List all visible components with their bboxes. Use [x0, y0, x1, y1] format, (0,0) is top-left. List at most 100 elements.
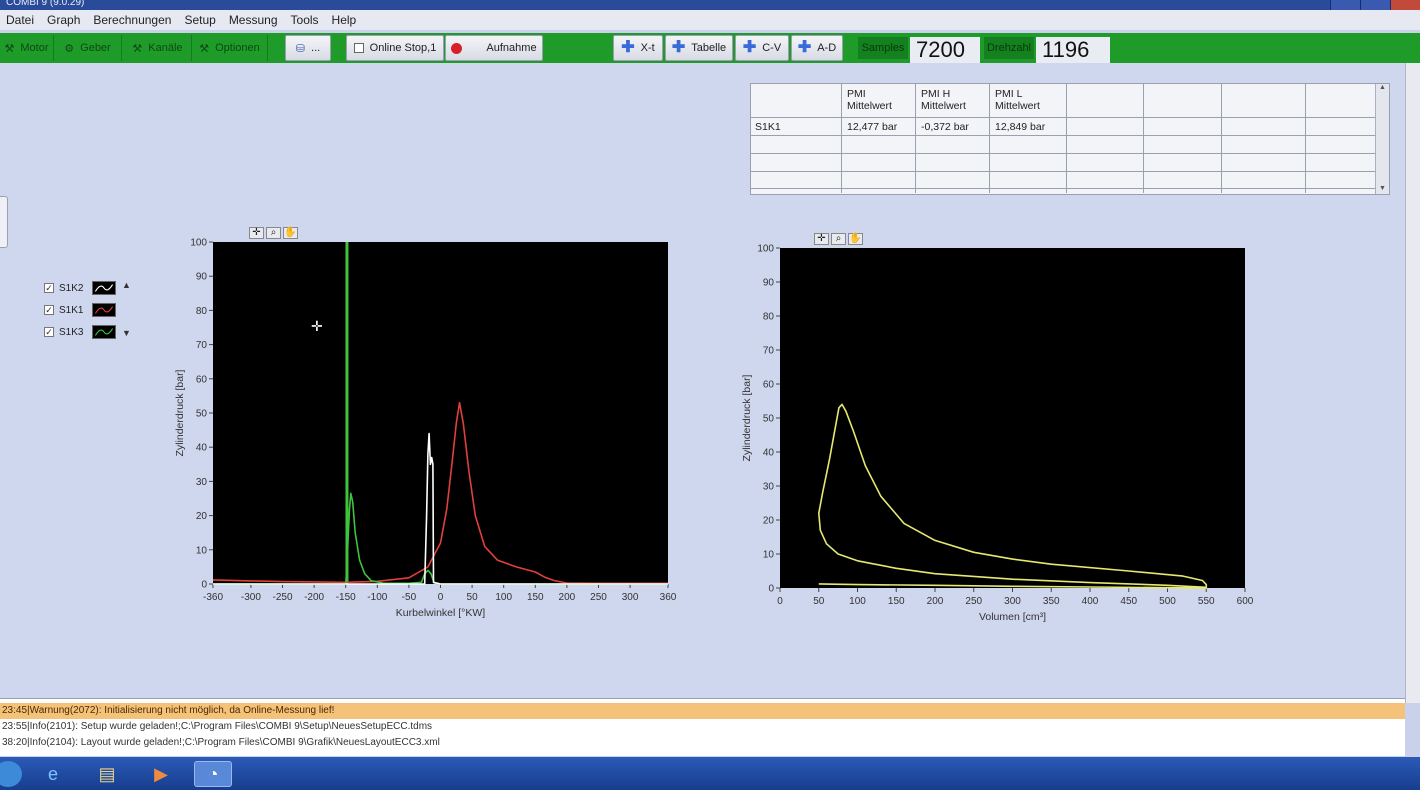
x-tick-label: 300	[1004, 596, 1021, 607]
legend-item-s1k2[interactable]: ✓ S1K2	[44, 280, 134, 296]
x-tick-label: 500	[1159, 596, 1176, 607]
legend-scroll-down-icon[interactable]: ▼	[122, 328, 131, 338]
motor-button[interactable]: ⚒ Motor	[0, 35, 54, 61]
zoom-icon[interactable]: ⌕	[266, 227, 281, 239]
optionen-button[interactable]: ⚒ Optionen	[192, 35, 268, 61]
scroll-up-icon[interactable]: ▲	[1379, 84, 1386, 91]
y-tick-label: 100	[757, 244, 774, 255]
add-cv-button[interactable]: ✚ C-V	[735, 35, 789, 61]
menu-help[interactable]: Help	[331, 13, 357, 27]
aufnahme-button[interactable]: Aufnahme	[445, 35, 543, 61]
menu-datei[interactable]: Datei	[6, 13, 35, 27]
x-tick-label: 400	[1082, 596, 1099, 607]
header-line: PMI L	[995, 88, 1023, 100]
maximize-button[interactable]	[1360, 0, 1390, 10]
window-scrollbar[interactable]	[1405, 63, 1420, 703]
legend-label: S1K2	[59, 282, 84, 294]
taskbar: e ▤ ▶ ◔	[0, 757, 1420, 790]
y-tick-label: 10	[763, 550, 775, 561]
legend-swatch	[92, 303, 116, 317]
table-cell-pmi-l: 12,849 bar	[995, 121, 1046, 133]
save-dropdown-button[interactable]: ⛁...	[285, 35, 331, 61]
y-axis-label: Zylinderdruck [bar]	[174, 369, 186, 456]
toolbar: ⚒ Motor ⚙ Geber ⚒ Kanäle ⚒ Optionen ⛁... Onl…	[0, 33, 1420, 63]
menu-bar: Datei Graph Berechnungen Setup Messung T…	[0, 10, 1420, 30]
x-tick-label: 150	[888, 596, 905, 607]
x-tick-label: 100	[849, 596, 866, 607]
media-player-icon[interactable]: ▶	[154, 763, 168, 784]
x-tick-label: 0	[438, 592, 444, 603]
table-scrollbar[interactable]: ▲ ▼	[1375, 84, 1389, 194]
geber-button[interactable]: ⚙ Geber	[54, 35, 122, 61]
y-tick-label: 90	[196, 272, 208, 283]
file-explorer-icon[interactable]: ▤	[98, 763, 116, 784]
legend-checkbox[interactable]: ✓	[44, 305, 54, 315]
legend-item-s1k1[interactable]: ✓ S1K1	[44, 302, 134, 318]
add-tabelle-button[interactable]: ✚ Tabelle	[665, 35, 733, 61]
legend-item-s1k3[interactable]: ✓ S1K3	[44, 324, 134, 340]
start-orb-icon[interactable]	[0, 761, 22, 787]
add-xt-label: X-t	[640, 42, 655, 54]
x-tick-label: 0	[777, 596, 783, 607]
wrench-icon: ⚒	[132, 42, 143, 55]
menu-berechnungen[interactable]: Berechnungen	[93, 13, 172, 27]
pressure-volume-chart[interactable]: 0 10 20 30 40 50 60 70 80 90 100 0 50 100 150 200 250 300…	[735, 238, 1265, 633]
drehzahl-value: 1196	[1036, 37, 1110, 63]
y-tick-label: 20	[196, 511, 208, 522]
pressure-crank-angle-chart[interactable]: 0 10 20 30 40 50 60 70 80 90 100 -360 -300 -250 -200 -1…	[170, 232, 680, 627]
y-tick-label: 0	[768, 584, 774, 595]
close-button[interactable]	[1390, 0, 1420, 10]
y-tick-label: 40	[763, 448, 775, 459]
scroll-down-icon[interactable]: ▼	[1379, 185, 1386, 192]
samples-label: Samples	[858, 37, 908, 59]
crosshair-icon[interactable]: ✛	[249, 227, 264, 239]
y-tick-label: 20	[763, 516, 775, 527]
legend-checkbox[interactable]: ✓	[44, 327, 54, 337]
crosshair-icon[interactable]: ✛	[814, 233, 829, 245]
legend-scroll-up-icon[interactable]: ▲	[122, 280, 131, 290]
motor-label: Motor	[20, 42, 49, 54]
side-panel-tab[interactable]	[0, 196, 8, 248]
series-line-s1k1	[818, 403, 1208, 589]
menu-graph[interactable]: Graph	[47, 13, 81, 27]
menu-setup[interactable]: Setup	[184, 13, 216, 27]
x-tick-label: 250	[965, 596, 982, 607]
cursor-crosshair-icon: ✛	[311, 318, 323, 334]
x-tick-label: 100	[495, 592, 512, 603]
x-tick-label: 250	[590, 592, 607, 603]
aufnahme-label: Aufnahme	[486, 42, 537, 54]
add-xt-button[interactable]: ✚ X-t	[613, 35, 663, 61]
y-tick-label: 30	[196, 477, 208, 488]
add-ad-button[interactable]: ✚ A-D	[791, 35, 843, 61]
results-table: PMI Mittelwert PMI H Mittelwert PMI L Mi…	[750, 83, 1390, 195]
pan-hand-icon[interactable]: ✋	[848, 233, 863, 245]
save-dropdown-label: ...	[311, 42, 321, 54]
online-stop-checkbox[interactable]	[353, 43, 364, 53]
legend-swatch	[92, 281, 116, 295]
menu-tools[interactable]: Tools	[290, 13, 319, 27]
table-cell-pmi-h: -0,372 bar	[921, 121, 969, 133]
pan-hand-icon[interactable]: ✋	[283, 227, 298, 239]
y-tick-label: 10	[196, 545, 208, 556]
y-tick-label: 40	[196, 443, 208, 454]
combi-app-icon[interactable]: ◔	[194, 761, 232, 787]
x-tick-label: 200	[559, 592, 576, 603]
y-tick-label: 60	[763, 380, 775, 391]
legend-checkbox[interactable]: ✓	[44, 283, 54, 293]
x-tick-label: -300	[241, 592, 261, 603]
header-line: PMI H	[921, 88, 951, 100]
minimize-button[interactable]	[1330, 0, 1360, 10]
title-bar: COMBI 9 (9.0.29)	[0, 0, 1420, 10]
internet-explorer-icon[interactable]: e	[47, 763, 58, 784]
online-stop-label: Online Stop,1	[369, 42, 437, 54]
x-tick-label: -150	[336, 592, 356, 603]
menu-messung[interactable]: Messung	[228, 13, 278, 27]
kanaele-button[interactable]: ⚒ Kanäle	[124, 35, 192, 61]
plus-icon: ✚	[797, 39, 812, 56]
header-line: PMI	[847, 88, 866, 100]
zoom-icon[interactable]: ⌕	[831, 233, 846, 245]
plus-icon: ✚	[742, 39, 757, 56]
online-stop-button[interactable]: Online Stop,1	[346, 35, 444, 61]
x-axis-label: Kurbelwinkel [°KW]	[396, 607, 485, 619]
header-line: Mittelwert	[995, 100, 1040, 112]
